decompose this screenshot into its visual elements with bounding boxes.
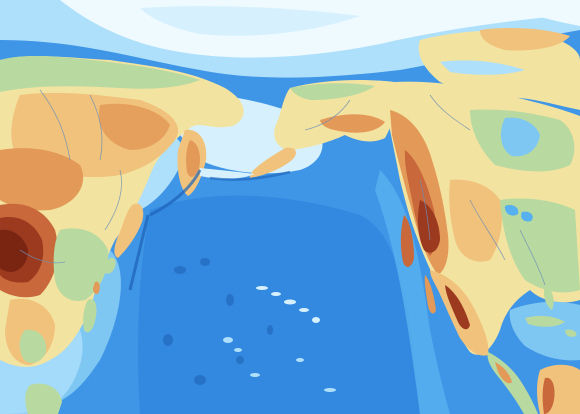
china-lowlands xyxy=(53,228,109,301)
colorado-plateau xyxy=(417,200,440,253)
sierra-madre xyxy=(445,285,470,330)
cuba xyxy=(525,315,565,327)
hawaiian-islands xyxy=(256,286,320,323)
mongolian-plateau xyxy=(0,148,84,211)
greenland-edge xyxy=(520,0,580,26)
florida xyxy=(543,285,554,310)
taiwan xyxy=(93,281,100,295)
aleutian-trench xyxy=(209,170,291,181)
deep-ocean-basin xyxy=(138,195,420,414)
pacific-seamounts xyxy=(163,258,273,385)
eastern-green xyxy=(500,198,580,293)
baja-california xyxy=(424,275,436,314)
hudson-bay xyxy=(500,117,540,157)
arctic-ice-inner xyxy=(140,6,360,36)
great-plains xyxy=(449,179,502,262)
archipelago-channel xyxy=(440,60,525,75)
caribbean xyxy=(509,301,580,361)
japan xyxy=(114,203,144,258)
andes-edge xyxy=(542,377,555,414)
micronesia-islands xyxy=(223,337,336,392)
great-lakes xyxy=(504,204,533,222)
sierra-nevada xyxy=(400,215,414,267)
central-america-highlands xyxy=(495,362,512,384)
alaska-peninsula xyxy=(249,147,296,178)
alaska-lowland xyxy=(290,83,375,100)
aleutian-chain xyxy=(200,168,255,179)
kamchatka-mountains xyxy=(186,140,200,177)
east-pacific-water xyxy=(375,170,450,414)
hispaniola xyxy=(565,329,577,337)
asia-lowlands xyxy=(0,56,200,92)
rivers xyxy=(19,89,546,286)
borneo xyxy=(25,383,62,414)
siberian-uplands xyxy=(99,103,170,150)
alaska-range xyxy=(320,114,385,133)
kuril-trench xyxy=(149,169,202,217)
japan-trench xyxy=(128,214,150,291)
ellesmere-mountains xyxy=(480,28,570,51)
tibetan-plateau-core xyxy=(0,229,28,272)
japan-south xyxy=(102,257,116,274)
indochina-green xyxy=(19,329,47,363)
philippines xyxy=(83,298,97,333)
